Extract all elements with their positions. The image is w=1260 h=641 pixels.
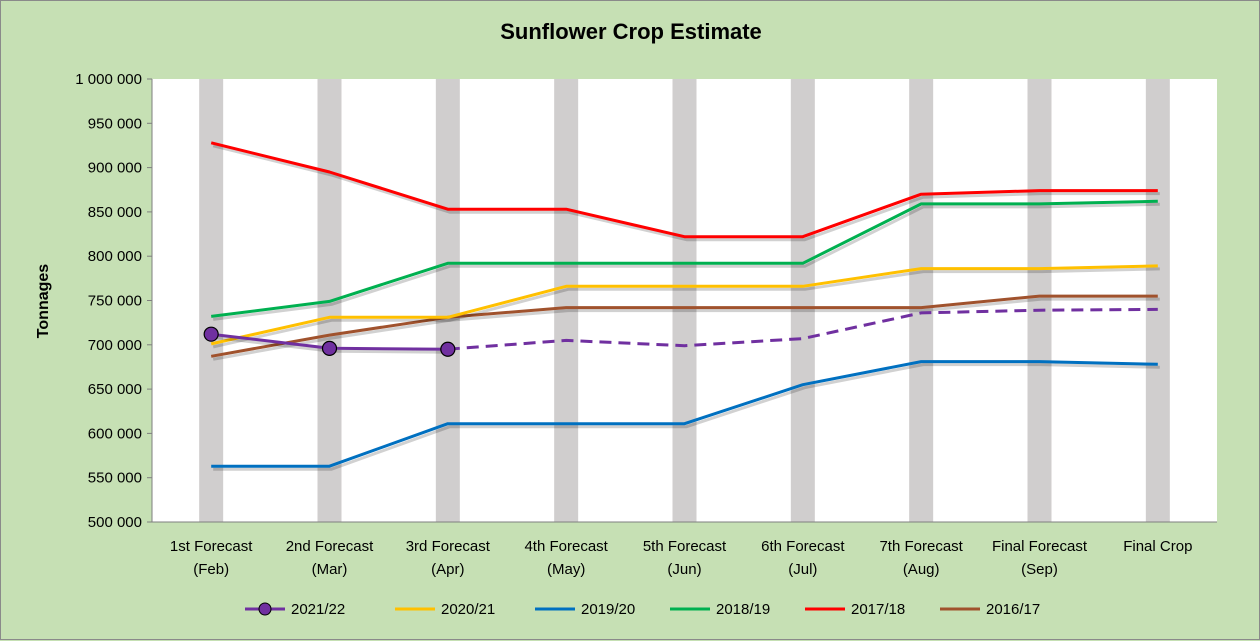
y-tick-label: 750 000 [88,293,142,310]
legend-label: 2017/18 [851,601,905,618]
category-column [1145,79,1170,522]
x-tick-sublabel: (Aug) [903,561,940,578]
series-line-shadow [213,363,1160,471]
y-tick-label: 650 000 [88,381,142,398]
y-tick-label: 550 000 [88,470,142,487]
y-tick-label: 500 000 [88,514,142,531]
series-2020-21 [210,264,1160,349]
series-line [210,294,1158,358]
category-column [672,79,697,522]
data-point [203,326,219,342]
series-projection-line [447,307,1158,351]
x-tick-sublabel: (Jun) [667,561,701,578]
series-line-shadow [213,202,1160,321]
series-line-shadow [212,297,1160,361]
x-tick-label: Final Forecast [992,538,1088,555]
category-column [790,79,815,522]
legend-marker [258,602,272,616]
x-tick-label: 4th Forecast [524,538,608,555]
series-line [211,360,1158,468]
series-2021-22 [203,307,1158,357]
x-tick-label: 6th Forecast [761,538,845,555]
x-tick-label: 3rd Forecast [406,538,491,555]
legend: 2021/22 2020/21 2019/20 2018/19 2017/18 2016/… [245,601,1040,618]
legend-entry: 2021/22 [245,601,345,618]
y-tick-label: 600 000 [88,425,142,442]
y-tick-label: 800 000 [88,248,142,265]
category-columns [199,79,1170,522]
x-tick-label: 7th Forecast [879,538,963,555]
series-2019-20 [211,360,1160,471]
category-column [1027,79,1052,522]
series-2018-19 [211,199,1160,321]
series-line [210,264,1158,346]
category-column [554,79,579,522]
y-tick-label: 700 000 [88,337,142,354]
category-column [199,79,224,522]
x-tick-label: 1st Forecast [170,538,253,555]
series-line-shadow [212,144,1160,242]
series-line [211,199,1158,318]
y-tick-label: 900 000 [88,160,142,177]
legend-entry: 2016/17 [940,601,1040,618]
series-2017-18 [210,141,1160,242]
y-tick-label: 1 000 000 [75,71,142,88]
x-tick-label: Final Crop [1123,538,1192,555]
y-axis-title: Tonnages [35,264,52,338]
legend-entry: 2018/19 [670,601,770,618]
legend-entry: 2017/18 [805,601,905,618]
y-tick-label: 950 000 [88,115,142,132]
category-column [435,79,460,522]
x-axis: 1st Forecast (Feb) 2nd Forecast (Mar) 3rd Fo… [170,538,1193,578]
legend-label: 2018/19 [716,601,770,618]
x-tick-sublabel: (May) [547,561,585,578]
x-tick-label: 2nd Forecast [286,538,374,555]
category-column [909,79,934,522]
x-tick-sublabel: (Mar) [312,561,348,578]
legend-label: 2020/21 [441,601,495,618]
legend-label: 2016/17 [986,601,1040,618]
legend-label: 2019/20 [581,601,635,618]
x-tick-sublabel: (Jul) [788,561,817,578]
series-line-shadow [212,267,1160,349]
data-point [321,340,338,356]
legend-label: 2021/22 [291,601,345,618]
series-line [210,141,1158,239]
y-axis: 500 000 550 000 600 000 650 000 700 000 750 0… [75,71,1217,531]
y-tick-label: 850 000 [88,204,142,221]
data-point [440,341,456,357]
x-tick-sublabel: (Apr) [431,561,464,578]
series-2016-17 [210,294,1160,361]
legend-entry: 2019/20 [535,601,635,618]
legend-entry: 2020/21 [395,601,495,618]
chart-title: Sunflower Crop Estimate [500,19,762,44]
x-tick-sublabel: (Sep) [1021,561,1058,578]
x-tick-sublabel: (Feb) [193,561,229,578]
x-tick-label: 5th Forecast [643,538,727,555]
series-lines [203,141,1160,471]
